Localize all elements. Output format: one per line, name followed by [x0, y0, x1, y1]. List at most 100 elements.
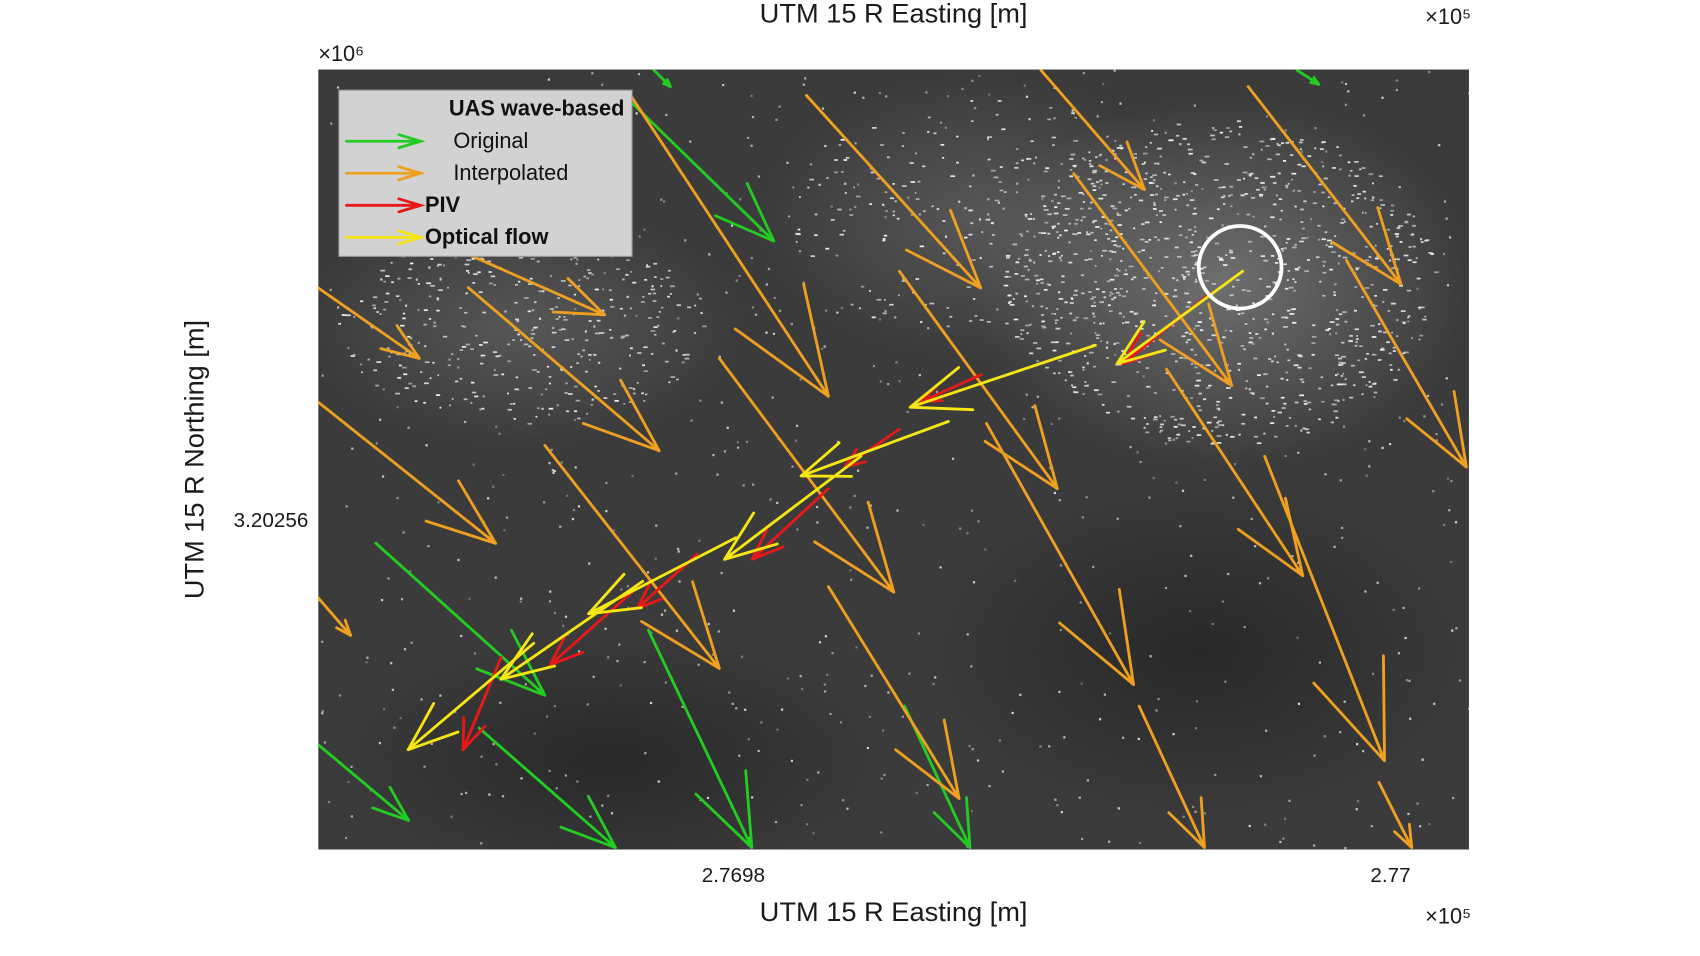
speck — [514, 388, 519, 391]
speck — [1102, 291, 1106, 293]
speck — [1211, 429, 1214, 432]
speck — [1012, 298, 1015, 300]
speck — [1294, 425, 1297, 427]
speck — [645, 265, 651, 268]
speck — [1179, 525, 1182, 528]
vector-arrow — [827, 585, 961, 800]
speck — [618, 367, 622, 370]
speck — [594, 288, 599, 291]
speck — [1064, 207, 1070, 210]
speck — [1222, 336, 1226, 339]
speck — [543, 501, 546, 504]
speck — [996, 308, 999, 311]
speck — [818, 641, 822, 644]
speck — [387, 577, 390, 580]
speck — [1374, 305, 1378, 307]
speck — [1322, 271, 1327, 274]
speck — [1329, 321, 1335, 323]
speck — [1100, 183, 1103, 186]
speck — [1153, 418, 1158, 421]
speck — [1129, 446, 1132, 449]
speck — [1156, 147, 1162, 150]
speck — [726, 426, 729, 429]
speck — [1084, 159, 1087, 161]
speck — [1298, 141, 1303, 144]
speck — [570, 366, 573, 368]
speck — [1322, 260, 1327, 263]
speck — [571, 337, 574, 341]
speck — [1302, 427, 1306, 430]
speck — [654, 557, 657, 560]
speck — [1149, 176, 1153, 179]
speck — [1204, 155, 1210, 158]
speck — [901, 145, 904, 147]
speck — [465, 269, 470, 272]
legend-swatch — [345, 165, 426, 182]
speck — [1049, 467, 1052, 470]
speck — [1423, 239, 1428, 242]
speck — [383, 308, 387, 311]
speck — [1019, 338, 1025, 340]
vector-arrow — [723, 454, 863, 561]
speck — [870, 171, 875, 174]
speck — [1347, 161, 1351, 164]
speck — [1073, 294, 1078, 297]
speck — [397, 376, 402, 379]
speck — [1393, 379, 1398, 381]
speck — [1194, 280, 1198, 283]
speck — [1138, 199, 1144, 202]
speck — [1218, 186, 1223, 189]
speck — [382, 388, 385, 391]
speck — [623, 403, 626, 405]
speck — [876, 177, 881, 180]
speck — [1052, 227, 1055, 230]
speck — [991, 234, 995, 236]
speck — [467, 271, 470, 274]
speck — [1338, 363, 1344, 366]
speck — [1253, 357, 1258, 360]
speck — [493, 368, 496, 371]
speck — [1299, 394, 1304, 397]
speck — [927, 130, 930, 134]
speck — [1310, 218, 1313, 221]
speck — [1203, 398, 1207, 401]
speck — [1396, 258, 1400, 261]
speck — [1153, 299, 1156, 302]
speck — [498, 432, 501, 435]
speck — [689, 140, 692, 143]
speck — [1154, 236, 1157, 239]
speck — [1272, 203, 1277, 206]
speck — [986, 136, 990, 139]
speck — [1039, 745, 1042, 748]
speck — [1155, 185, 1159, 188]
speck — [1194, 366, 1198, 369]
speck — [1265, 402, 1269, 405]
speck — [1216, 442, 1222, 444]
speck — [854, 142, 857, 145]
speck — [1079, 601, 1082, 604]
speck — [1092, 189, 1097, 191]
speck — [1382, 288, 1388, 291]
speck — [424, 345, 427, 348]
speck — [1144, 221, 1150, 224]
speck — [1078, 191, 1084, 194]
speck — [716, 473, 719, 476]
speck — [1111, 251, 1117, 253]
speck — [405, 304, 408, 307]
speck — [1198, 392, 1202, 395]
speck — [742, 484, 745, 487]
speck — [879, 144, 884, 146]
speck — [1263, 318, 1268, 321]
speck — [1280, 396, 1285, 399]
speck — [1081, 837, 1084, 840]
speck — [1265, 145, 1270, 147]
speck — [1195, 278, 1197, 281]
speck — [1373, 391, 1378, 394]
speck — [1051, 136, 1056, 139]
speck — [1175, 481, 1178, 484]
speck — [915, 278, 920, 280]
speck — [1072, 386, 1077, 389]
speck — [1260, 235, 1265, 238]
speck — [330, 122, 333, 125]
speck — [643, 228, 646, 231]
